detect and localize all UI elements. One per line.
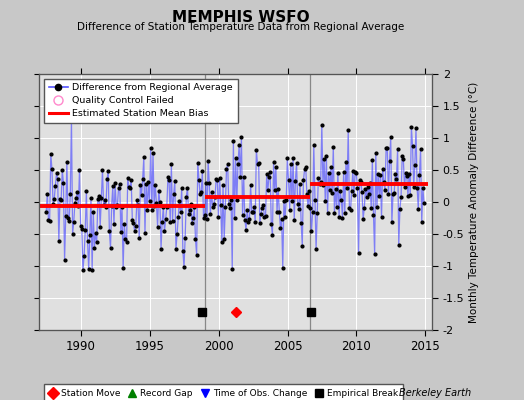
Text: Berkeley Earth: Berkeley Earth — [399, 388, 472, 398]
Legend: Station Move, Record Gap, Time of Obs. Change, Empirical Break: Station Move, Record Gap, Time of Obs. C… — [44, 384, 402, 400]
Y-axis label: Monthly Temperature Anomaly Difference (°C): Monthly Temperature Anomaly Difference (… — [468, 81, 478, 323]
Text: MEMPHIS WSFO: MEMPHIS WSFO — [172, 10, 310, 25]
Text: Difference of Station Temperature Data from Regional Average: Difference of Station Temperature Data f… — [78, 22, 405, 32]
